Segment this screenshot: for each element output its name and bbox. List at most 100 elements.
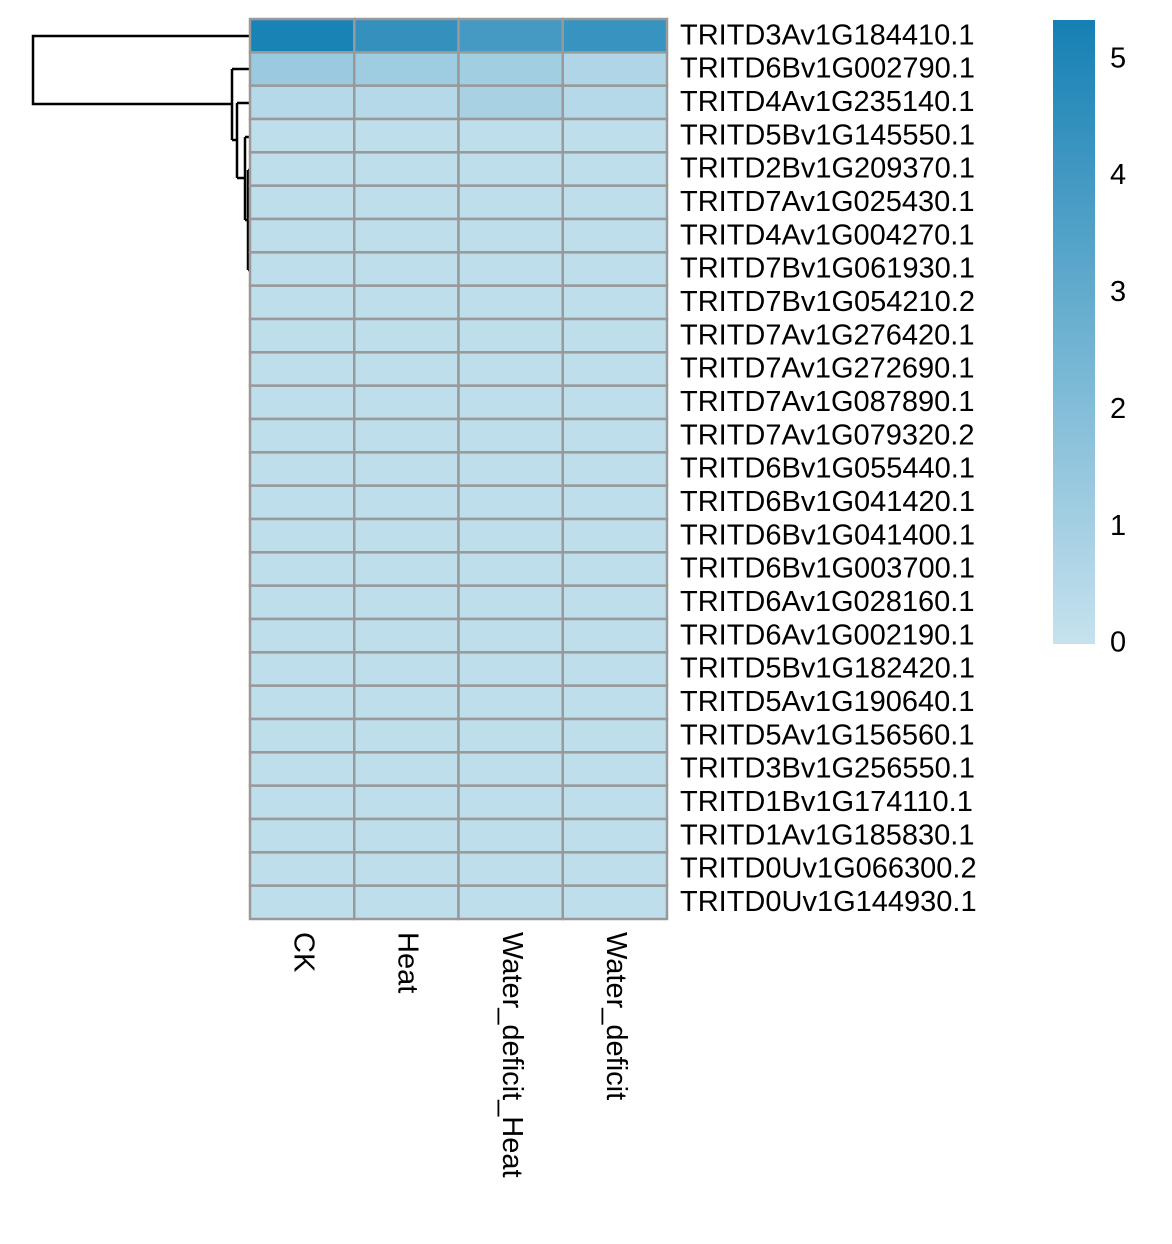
heatmap-cell [561, 151, 669, 187]
heatmap-cell [457, 51, 564, 87]
row-label: TRITD6Bv1G002790.1 [680, 53, 975, 85]
heatmap-cell [248, 517, 356, 554]
heatmap-cell [561, 851, 669, 887]
heatmap-cell [353, 517, 460, 554]
heatmap-cell [248, 884, 356, 921]
heatmap-cell [353, 651, 460, 687]
heatmap-cell [561, 217, 669, 254]
heatmap-cell [561, 84, 669, 121]
heatmap-cell [353, 484, 460, 521]
heatmap-cell [457, 817, 564, 854]
heatmap-cell [353, 417, 460, 454]
heatmap-cell [561, 817, 669, 854]
colorbar-tick-label: 0 [1110, 627, 1126, 659]
row-label: TRITD5Av1G190640.1 [680, 686, 974, 718]
colorbar-tick-label: 3 [1110, 276, 1126, 308]
heatmap-cell [353, 784, 460, 821]
heatmap-cell [353, 751, 460, 787]
heatmap-cell [561, 251, 669, 287]
column-label: Heat [392, 932, 424, 993]
row-label: TRITD0Uv1G144930.1 [680, 886, 977, 918]
heatmap-cell [353, 84, 460, 121]
heatmap-cell [561, 317, 669, 354]
heatmap-cell [353, 451, 460, 487]
heatmap-cell [353, 617, 460, 654]
row-label: TRITD7Av1G272690.1 [680, 353, 974, 385]
row-label: TRITD5Bv1G182420.1 [680, 653, 975, 685]
heatmap-cell [248, 151, 356, 187]
heatmap-cell [248, 184, 356, 221]
heatmap-cell [248, 551, 356, 587]
heatmap-cell [457, 17, 564, 54]
heatmap-cell [353, 51, 460, 87]
heatmap-cell [561, 684, 669, 721]
heatmap-cell [248, 617, 356, 654]
heatmap-cell [248, 417, 356, 454]
heatmap-cell [248, 484, 356, 521]
heatmap-cell [457, 317, 564, 354]
heatmap-cell [248, 317, 356, 354]
heatmap-cell [248, 384, 356, 421]
heatmap-cell [457, 551, 564, 587]
heatmap-cell [457, 851, 564, 887]
heatmap-cell [561, 117, 669, 154]
row-label: TRITD7Bv1G054210.2 [680, 286, 975, 318]
column-label: Water_deficit [600, 932, 632, 1100]
heatmap-cell [457, 784, 564, 821]
heatmap-cell [457, 351, 564, 387]
heatmap-cell [457, 251, 564, 287]
row-label: TRITD6Bv1G041400.1 [680, 519, 975, 551]
heatmap-cell [561, 784, 669, 821]
heatmap-cell [353, 17, 460, 54]
heatmap-cell [561, 551, 669, 587]
heatmap-cell [353, 551, 460, 587]
heatmap-cell [457, 184, 564, 221]
row-label: TRITD7Av1G079320.2 [680, 419, 974, 451]
row-label: TRITD4Av1G235140.1 [680, 86, 974, 118]
heatmap-cell [457, 617, 564, 654]
row-label: TRITD6Av1G028160.1 [680, 586, 974, 618]
heatmap-cell [248, 651, 356, 687]
heatmap-cell [353, 884, 460, 921]
heatmap-cell [353, 384, 460, 421]
heatmap-cell [561, 417, 669, 454]
row-label: TRITD2Bv1G209370.1 [680, 153, 975, 185]
heatmap-cell [248, 584, 356, 621]
heatmap-cell [248, 251, 356, 287]
heatmap-cell [457, 217, 564, 254]
heatmap-cell [457, 451, 564, 487]
colorbar-tick-label: 5 [1110, 42, 1126, 74]
heatmap-cell [248, 751, 356, 787]
heatmap-cell [248, 784, 356, 821]
row-label: TRITD1Av1G185830.1 [680, 819, 974, 851]
colorbar-tick-label: 2 [1110, 393, 1126, 425]
heatmap-cell [561, 17, 669, 54]
heatmap-cell [353, 717, 460, 754]
heatmap-cell [248, 851, 356, 887]
heatmap-cell [457, 517, 564, 554]
heatmap-cell [561, 184, 669, 221]
row-label: TRITD5Av1G156560.1 [680, 719, 974, 751]
heatmap-cell [353, 117, 460, 154]
colorbar-tick-label: 4 [1110, 159, 1126, 191]
row-label: TRITD5Bv1G145550.1 [680, 119, 975, 151]
heatmap-cell [457, 751, 564, 787]
heatmap-cell [457, 684, 564, 721]
heatmap-cell [561, 451, 669, 487]
heatmap-cell [353, 284, 460, 321]
row-label: TRITD1Bv1G174110.1 [680, 786, 973, 818]
heatmap-cell [561, 384, 669, 421]
row-label: TRITD7Av1G025430.1 [680, 186, 974, 218]
row-label: TRITD3Av1G184410.1 [680, 19, 974, 51]
colorbar-tick-label: 1 [1110, 510, 1126, 542]
heatmap-cell [248, 351, 356, 387]
heatmap-cell [457, 884, 564, 921]
heatmap-cell [561, 351, 669, 387]
row-label: TRITD3Bv1G256550.1 [680, 753, 975, 785]
heatmap-cell [561, 717, 669, 754]
heatmap-cell [457, 284, 564, 321]
row-label: TRITD6Bv1G055440.1 [680, 453, 975, 485]
heatmap-cell [248, 817, 356, 854]
heatmap-cell [353, 217, 460, 254]
